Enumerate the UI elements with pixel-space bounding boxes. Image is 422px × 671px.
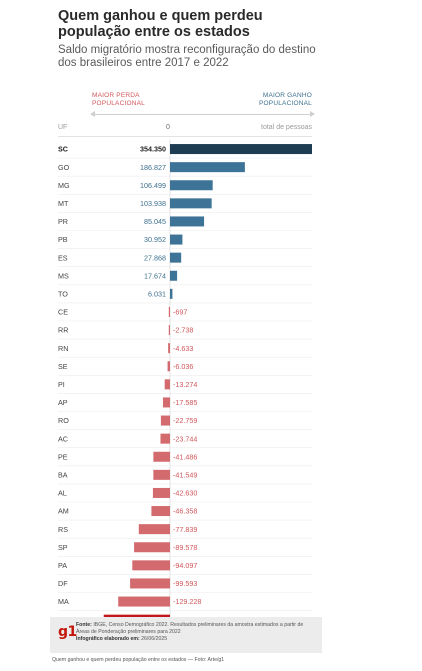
category-label: RR (58, 326, 68, 335)
bar-to (170, 288, 173, 299)
bar-am (151, 506, 170, 517)
value-label: 103.938 (140, 199, 166, 208)
bar-go (170, 162, 245, 173)
category-label: PB (58, 235, 68, 244)
category-label: SE (58, 362, 68, 371)
value-label: -4.633 (173, 344, 193, 353)
value-label: 106.499 (140, 181, 166, 190)
category-label: CE (58, 308, 68, 317)
value-label: -2.738 (173, 326, 193, 335)
legend-gain: MAIOR GANHO POPULACIONAL (259, 92, 312, 107)
chart-subtitle: Saldo migratório mostra reconfiguração d… (58, 44, 316, 69)
value-label: 17.674 (144, 271, 166, 280)
value-label: 27.868 (144, 253, 166, 262)
value-label: -46.358 (173, 507, 197, 516)
category-label: MA (58, 597, 69, 606)
footer-source: Fonte: IBGE, Censo Demográfico 2022. Res… (76, 622, 316, 643)
value-label: 30.952 (144, 235, 166, 244)
category-label: MT (58, 199, 69, 208)
value-label: 354.350 (140, 145, 166, 154)
chart-card (50, 0, 322, 652)
column-header-total: total de pessoas (261, 124, 312, 131)
bar-ce (168, 306, 170, 317)
credit-date: 26/06/2025 (141, 636, 168, 642)
bar-df (130, 578, 170, 589)
category-label: RS (58, 525, 68, 534)
legend-loss: MAIOR PERDA POPULACIONAL (92, 92, 145, 107)
value-label: -22.759 (173, 416, 197, 425)
category-label: AP (58, 398, 68, 407)
category-label: RN (58, 344, 68, 353)
category-label: PA (58, 561, 67, 570)
source-label: Fonte: (76, 622, 92, 628)
value-label: -129.228 (173, 597, 201, 606)
bar-pi (164, 379, 170, 390)
value-label: 186.827 (140, 163, 166, 172)
bar-rr (168, 325, 170, 336)
category-label: MG (58, 181, 70, 190)
bar-mg (170, 180, 213, 191)
value-label: -41.486 (173, 452, 197, 461)
value-label: 6.031 (148, 289, 166, 298)
value-label: -94.097 (173, 561, 197, 570)
value-label: -697 (173, 308, 187, 317)
value-label: -77.839 (173, 525, 197, 534)
value-label: -13.274 (173, 380, 197, 389)
column-header-uf: UF (58, 124, 68, 131)
category-label: SC (58, 145, 68, 154)
category-label: PI (58, 380, 65, 389)
value-label: -17.585 (173, 398, 197, 407)
bar-sp (134, 542, 170, 553)
category-label: RO (58, 416, 69, 425)
chart-title: Quem ganhou e quem perdeu população entr… (58, 8, 263, 40)
value-label: -89.578 (173, 543, 197, 552)
value-label: -6.036 (173, 362, 193, 371)
category-label: TO (58, 289, 68, 298)
category-label: ES (58, 253, 68, 262)
bar-pe (153, 451, 170, 462)
g1-logo: g1 (58, 624, 77, 640)
bar-ba (153, 469, 170, 480)
category-label: GO (58, 163, 70, 172)
bar-pb (170, 234, 183, 245)
bar-es (170, 252, 182, 263)
bar-pr (170, 216, 205, 227)
credit-label: Infográfico elaborado em: (76, 636, 140, 642)
bar-sc (170, 144, 312, 155)
bar-al (152, 487, 170, 498)
bar-ap (162, 397, 170, 408)
category-label: AL (58, 489, 67, 498)
category-label: PE (58, 452, 68, 461)
value-label: 85.045 (144, 217, 166, 226)
value-label: -41.549 (173, 470, 197, 479)
arrow-right-icon (310, 111, 315, 117)
header-divider (58, 136, 312, 137)
axis-zero-label: 0 (166, 124, 170, 131)
bar-mt (170, 198, 212, 209)
image-caption: Quem ganhou e quem perdeu população entr… (52, 657, 225, 663)
bar-ms (170, 270, 178, 281)
category-label: BA (58, 470, 68, 479)
category-label: MS (58, 271, 69, 280)
value-label: -99.593 (173, 579, 197, 588)
bar-rn (168, 343, 170, 354)
bar-ma (118, 596, 170, 607)
value-label: -42.630 (173, 489, 197, 498)
bar-pa (132, 560, 170, 571)
source-text: IBGE, Censo Demográfico 2022. Resultados… (76, 622, 304, 635)
category-label: AM (58, 507, 69, 516)
direction-arrow-line (92, 114, 312, 115)
category-label: SP (58, 543, 68, 552)
bar-rs (138, 524, 170, 535)
category-label: DF (58, 579, 68, 588)
bar-ro (160, 415, 170, 426)
value-label: -23.744 (173, 434, 197, 443)
category-label: PR (58, 217, 68, 226)
bar-ac (160, 433, 170, 444)
arrow-left-icon (90, 111, 95, 117)
category-label: AC (58, 434, 68, 443)
footer-box (50, 617, 322, 653)
bar-se (167, 361, 170, 372)
